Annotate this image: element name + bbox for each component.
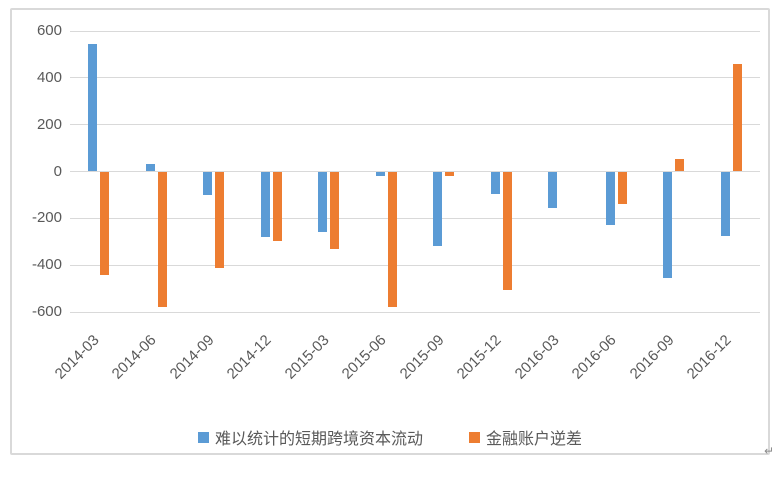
- bar-series2-2014-06[interactable]: [157, 171, 167, 308]
- legend-swatch-icon: [197, 431, 209, 443]
- bar-series2-2016-09[interactable]: [675, 158, 685, 172]
- y-tick-label: -200: [31, 209, 62, 227]
- bar-series1-2016-03[interactable]: [548, 171, 558, 208]
- plot-area: [70, 30, 760, 313]
- y-tick-label: -600: [31, 303, 62, 320]
- bar-series1-2015-03[interactable]: [318, 171, 328, 233]
- bar-series2-2016-12[interactable]: [732, 63, 742, 172]
- bar-series1-2014-09[interactable]: [203, 171, 213, 195]
- bar-series2-2016-06[interactable]: [617, 171, 627, 205]
- bar-series1-2014-12[interactable]: [260, 171, 270, 238]
- bar-series2-2015-03[interactable]: [330, 171, 340, 249]
- legend-item-2[interactable]: 金融账户逆差: [469, 425, 582, 449]
- gridline: [70, 77, 760, 79]
- bar-series1-2016-09[interactable]: [663, 171, 673, 279]
- gridline: [70, 124, 760, 126]
- gridline: [70, 30, 760, 32]
- gridline: [70, 311, 760, 313]
- y-tick-label: 200: [36, 115, 62, 133]
- legend-item-1[interactable]: 难以统计的短期跨境资本流动: [197, 425, 423, 449]
- bar-series1-2016-12[interactable]: [720, 171, 730, 236]
- bar-series1-2015-12[interactable]: [490, 171, 500, 194]
- bar-series1-2014-03[interactable]: [88, 43, 98, 172]
- bar-series2-2014-03[interactable]: [100, 171, 110, 275]
- legend: 难以统计的短期跨境资本流动 金融账户逆差: [12, 425, 768, 449]
- y-tick-label: 400: [36, 68, 62, 86]
- legend-label: 难以统计的短期跨境资本流动: [214, 431, 423, 448]
- y-tick-label: 600: [36, 22, 62, 39]
- chart-frame[interactable]: 600 400 200 0 -200 -400 -600 2014-03 2014-06 201…: [10, 8, 770, 455]
- gridline: [70, 171, 760, 172]
- bar-series1-2014-06[interactable]: [145, 164, 155, 172]
- y-tick-label: 0: [53, 162, 62, 180]
- legend-swatch-icon: [469, 431, 480, 443]
- y-tick-label: -400: [31, 256, 62, 274]
- bar-series2-2014-12[interactable]: [272, 171, 282, 241]
- return-mark-icon: ↵: [764, 444, 775, 458]
- gridline: [70, 264, 760, 266]
- bar-series1-2016-06[interactable]: [605, 171, 615, 226]
- bar-series1-2015-09[interactable]: [433, 171, 443, 247]
- gridline: [70, 217, 760, 219]
- bar-series2-2015-09[interactable]: [445, 171, 455, 177]
- bar-series1-2015-06[interactable]: [375, 171, 385, 177]
- bar-series2-2014-09[interactable]: [215, 171, 225, 268]
- bar-series2-2015-12[interactable]: [502, 171, 512, 290]
- bar-series2-2015-06[interactable]: [387, 171, 397, 308]
- legend-label: 金融账户逆差: [486, 431, 583, 448]
